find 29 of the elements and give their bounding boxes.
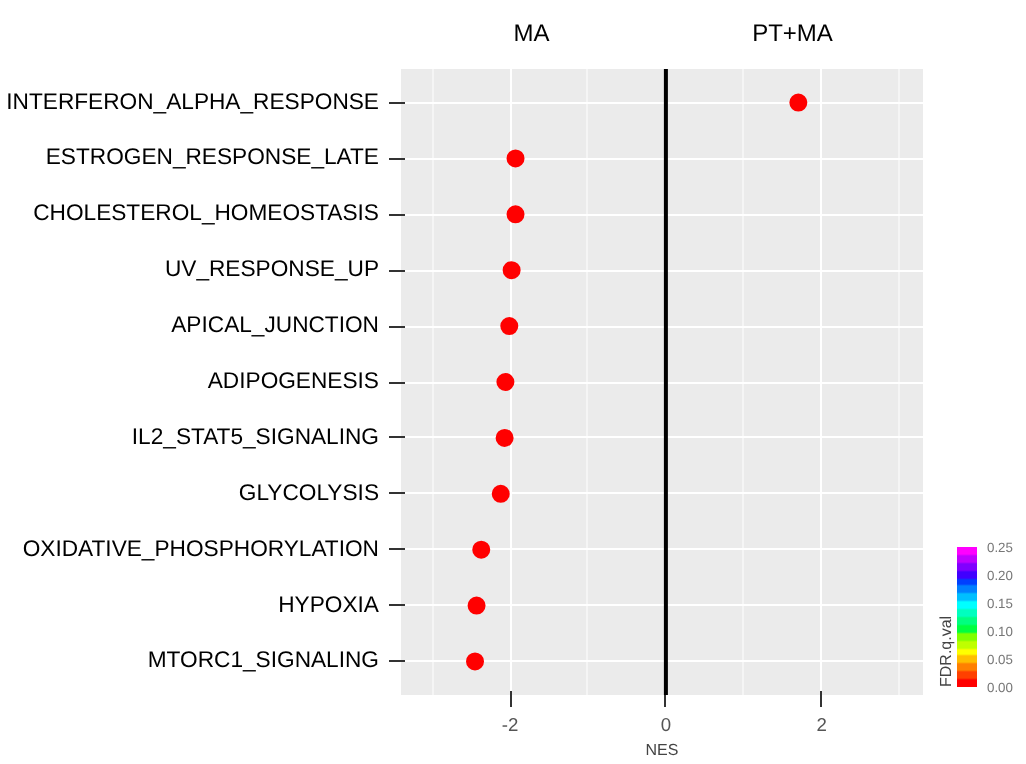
- y-tick-label: INTERFERON_ALPHA_RESPONSE: [6, 90, 380, 115]
- point: [502, 261, 521, 280]
- x-tick-label: -2: [501, 715, 519, 735]
- point: [506, 205, 525, 224]
- y-tick-label: CHOLESTEROL_HOMEOSTASIS: [33, 202, 380, 227]
- y-tick-label: APICAL_JUNCTION: [171, 314, 380, 339]
- point: [495, 428, 514, 447]
- y-tick-label: MTORC1_SIGNALING: [147, 649, 380, 674]
- y-tick-label: UV_RESPONSE_UP: [164, 258, 380, 283]
- y-tick-label: OXIDATIVE_PHOSPHORYLATION: [22, 537, 380, 562]
- x-axis-title: NES: [645, 741, 679, 759]
- point: [500, 317, 519, 336]
- point: [496, 373, 515, 391]
- y-tick-label: GLYCOLYSIS: [238, 481, 380, 506]
- y-tick-label: IL2_STAT5_SIGNALING: [131, 425, 379, 450]
- y-tick-label: HYPOXIA: [278, 593, 380, 618]
- point: [789, 93, 808, 112]
- color-bar-title: FDR.q.val: [937, 615, 955, 687]
- point: [506, 149, 525, 168]
- y-tick-label: ESTROGEN_RESPONSE_LATE: [45, 146, 380, 171]
- x-tick-label: 2: [816, 715, 827, 735]
- text: PT+MA: [752, 19, 833, 47]
- x-tick-label: 0: [660, 715, 672, 735]
- text: MA: [513, 19, 550, 47]
- point: [472, 540, 491, 559]
- y-tick-label: ADIPOGENESIS: [207, 370, 380, 394]
- point: [491, 484, 510, 503]
- point: [467, 596, 486, 615]
- point: [466, 652, 485, 671]
